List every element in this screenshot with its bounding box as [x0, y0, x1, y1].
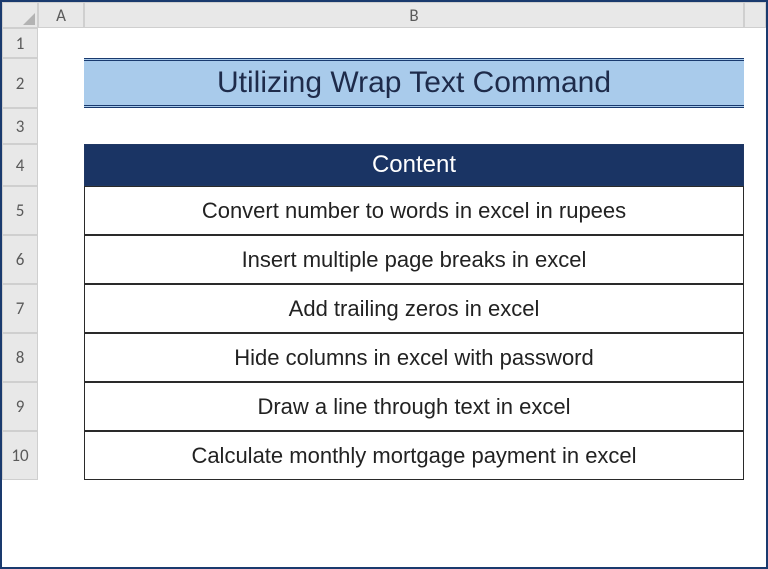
row-header-4[interactable]: 4: [2, 144, 38, 186]
cell-gutter-3: [744, 108, 766, 144]
select-all-corner[interactable]: [2, 2, 38, 28]
row-header-7[interactable]: 7: [2, 284, 38, 333]
row-header-2[interactable]: 2: [2, 58, 38, 108]
content-row-4[interactable]: Hide columns in excel with password: [84, 333, 744, 382]
cell-a1[interactable]: [38, 28, 84, 58]
cell-gutter-1: [744, 28, 766, 58]
cell-gutter-10: [744, 431, 766, 480]
cell-a5[interactable]: [38, 186, 84, 235]
col-header-blank: [744, 2, 766, 28]
content-row-5[interactable]: Draw a line through text in excel: [84, 382, 744, 431]
row-header-3[interactable]: 3: [2, 108, 38, 144]
cell-a3[interactable]: [38, 108, 84, 144]
title-cell[interactable]: Utilizing Wrap Text Command: [84, 58, 744, 108]
cell-a2[interactable]: [38, 58, 84, 108]
cell-gutter-2: [744, 58, 766, 108]
row-header-5[interactable]: 5: [2, 186, 38, 235]
cell-a9[interactable]: [38, 382, 84, 431]
row-header-10[interactable]: 10: [2, 431, 38, 480]
cell-gutter-4: [744, 144, 766, 186]
cell-a7[interactable]: [38, 284, 84, 333]
cell-gutter-9: [744, 382, 766, 431]
row-header-9[interactable]: 9: [2, 382, 38, 431]
content-row-2[interactable]: Insert multiple page breaks in excel: [84, 235, 744, 284]
col-header-b[interactable]: B: [84, 2, 744, 28]
cell-a10[interactable]: [38, 431, 84, 480]
cell-b3[interactable]: [84, 108, 744, 144]
cell-b1[interactable]: [84, 28, 744, 58]
cell-gutter-8: [744, 333, 766, 382]
content-row-6[interactable]: Calculate monthly mortgage payment in ex…: [84, 431, 744, 480]
content-row-1[interactable]: Convert number to words in excel in rupe…: [84, 186, 744, 235]
table-header[interactable]: Content: [84, 144, 744, 186]
cell-gutter-6: [744, 235, 766, 284]
spreadsheet-grid: A B 1 2 Utilizing Wrap Text Command 3 4 …: [2, 2, 766, 567]
cell-gutter-5: [744, 186, 766, 235]
content-row-3[interactable]: Add trailing zeros in excel: [84, 284, 744, 333]
row-header-8[interactable]: 8: [2, 333, 38, 382]
row-header-1[interactable]: 1: [2, 28, 38, 58]
col-header-a[interactable]: A: [38, 2, 84, 28]
cell-a6[interactable]: [38, 235, 84, 284]
cell-a4[interactable]: [38, 144, 84, 186]
cell-gutter-7: [744, 284, 766, 333]
row-header-6[interactable]: 6: [2, 235, 38, 284]
cell-a8[interactable]: [38, 333, 84, 382]
